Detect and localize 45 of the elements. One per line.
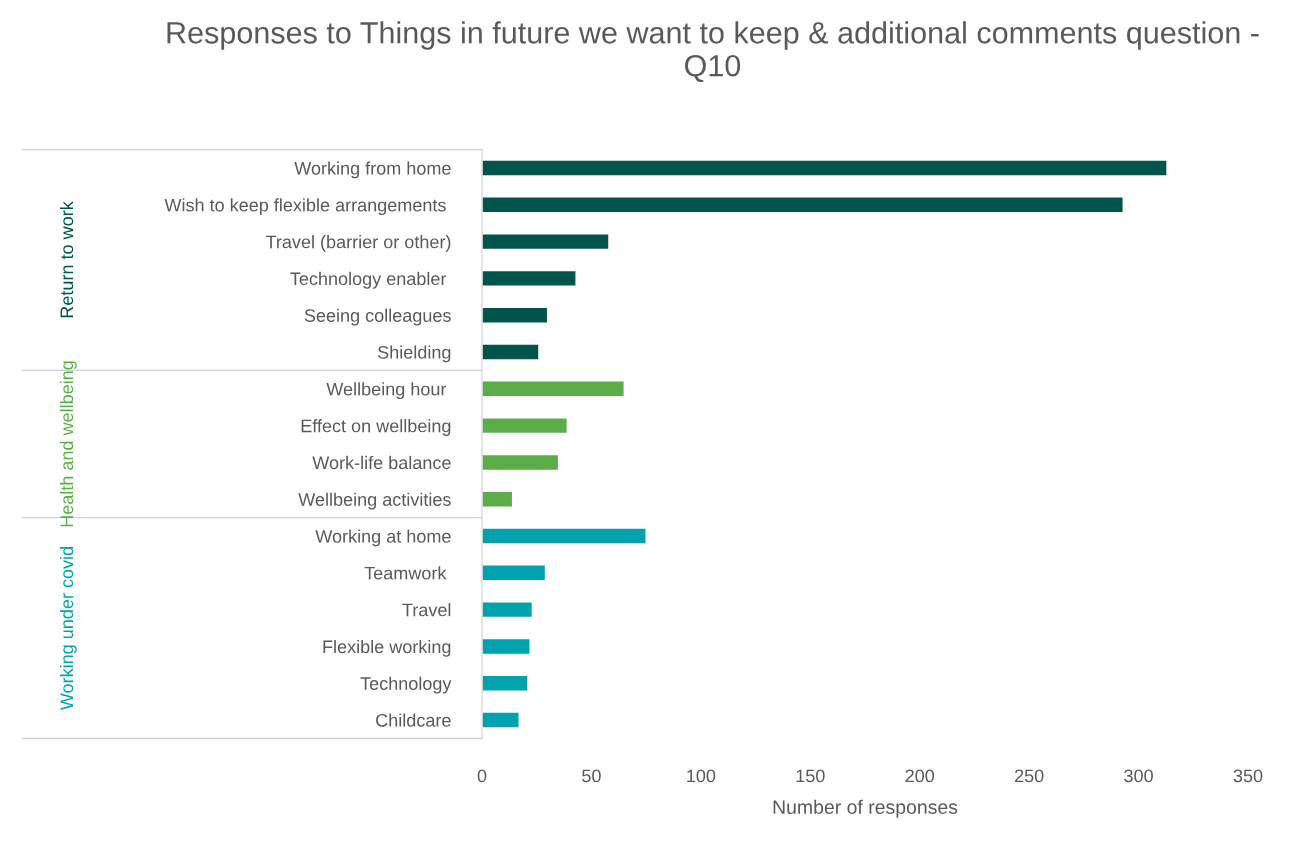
text: Working under covid: [59, 547, 77, 711]
y-tick-label: Technology enabler: [290, 271, 447, 289]
bar: [482, 196, 1124, 214]
y-tick-label: Technology: [360, 676, 452, 694]
bar: [482, 527, 647, 545]
x-tick-label: 50: [582, 769, 601, 783]
y-tick-label: Flexible working: [323, 639, 451, 657]
y-tick-label: Childcare: [376, 713, 451, 727]
bar: [482, 269, 577, 288]
bar: [482, 453, 560, 472]
y-tick-label: Travel: [402, 603, 451, 617]
y-tick-label: Working from home: [294, 161, 451, 179]
y-tick-label: Work-life balance: [312, 455, 451, 470]
bar: [482, 711, 520, 729]
bar: [482, 232, 610, 251]
x-tick-label: 100: [687, 769, 716, 783]
y-tick-label: Effect on wellbeing: [301, 419, 451, 436]
x-tick-label: 300: [1124, 769, 1153, 783]
bar: [482, 490, 514, 508]
x-tick-label: 350: [1233, 769, 1263, 783]
bar: [482, 601, 534, 619]
x-tick-label: 250: [1014, 769, 1044, 783]
text: Health and wellbeing: [59, 361, 77, 527]
y-tick-label: Working at home: [315, 529, 451, 547]
y-tick-label: Teamwork: [364, 566, 447, 580]
bar: [482, 564, 547, 582]
bar: [482, 343, 540, 361]
bar: [482, 306, 549, 324]
bar: [482, 380, 625, 398]
y-tick-label: Wellbeing hour: [326, 382, 447, 400]
x-axis-title: Number of responses: [773, 799, 958, 818]
text: Return to work: [59, 201, 74, 318]
chart-title: Responses to Things in future we want to keep & additional comments question - Q10: [167, 21, 1259, 83]
bar: [482, 417, 569, 435]
bar: [482, 159, 1168, 177]
y-tick-label: Seeing colleagues: [304, 308, 451, 326]
x-tick-label: 0: [477, 769, 487, 783]
y-tick-label: Shielding: [377, 345, 451, 363]
x-tick-label: 150: [796, 769, 825, 783]
x-tick-label: 200: [905, 769, 935, 783]
y-tick-label: Travel (barrier or other): [265, 235, 451, 252]
bar: [482, 637, 531, 656]
y-tick-label: Wellbeing activities: [298, 492, 451, 510]
y-tick-label: Wish to keep flexible arrangements: [164, 198, 446, 216]
bar: [482, 674, 529, 692]
